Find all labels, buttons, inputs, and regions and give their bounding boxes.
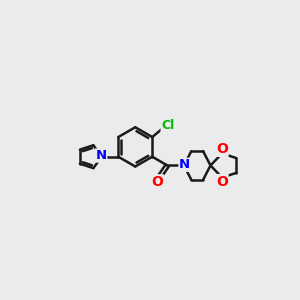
Text: Cl: Cl (161, 118, 174, 132)
Text: O: O (216, 142, 228, 156)
Text: O: O (152, 175, 163, 189)
Text: N: N (96, 149, 107, 162)
Text: O: O (216, 175, 228, 189)
Text: N: N (179, 158, 190, 171)
